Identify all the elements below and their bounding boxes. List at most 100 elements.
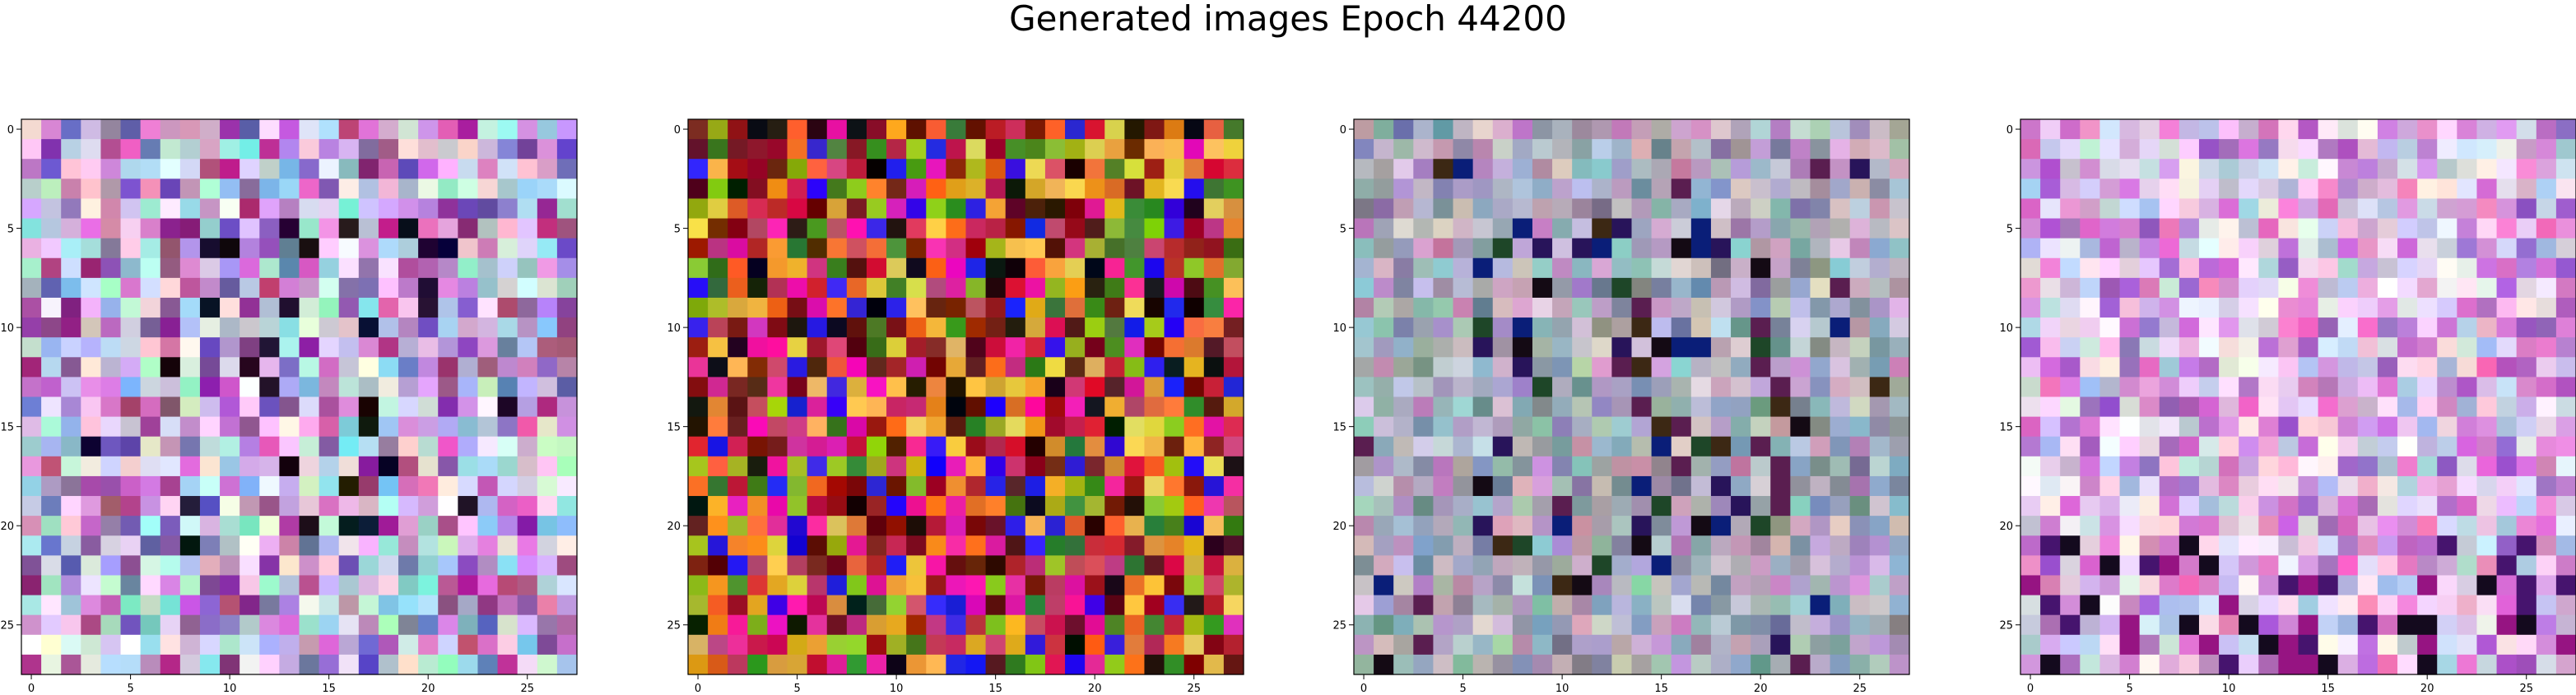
pixel-cell bbox=[1124, 614, 1146, 636]
pixel-cell bbox=[807, 178, 828, 200]
pixel-cell bbox=[1710, 119, 1732, 140]
pixel-cell bbox=[259, 416, 280, 438]
pixel-cell bbox=[1572, 456, 1593, 477]
pixel-cell bbox=[41, 257, 62, 279]
pixel-cell bbox=[2178, 178, 2200, 200]
pixel-cell bbox=[1751, 416, 1771, 438]
pixel-cell bbox=[140, 159, 161, 179]
pixel-cell bbox=[1144, 119, 1165, 140]
pixel-cell bbox=[358, 139, 379, 160]
pixel-cell bbox=[2337, 634, 2359, 656]
pixel-cell bbox=[160, 277, 181, 299]
pixel-cell bbox=[378, 317, 399, 338]
pixel-cell bbox=[946, 634, 967, 656]
pixel-cell bbox=[1124, 337, 1146, 358]
pixel-cell bbox=[160, 357, 181, 378]
pixel-cell bbox=[1611, 238, 1633, 259]
pixel-cell bbox=[1044, 238, 1066, 259]
pixel-cell bbox=[1572, 535, 1593, 556]
pixel-cell bbox=[1393, 218, 1414, 239]
pixel-cell bbox=[906, 337, 927, 358]
pixel-cell bbox=[438, 238, 458, 259]
pixel-cell bbox=[2099, 555, 2121, 577]
pixel-cell bbox=[458, 634, 479, 656]
pixel-cell bbox=[946, 218, 967, 239]
pixel-cell bbox=[21, 238, 42, 259]
pixel-cell bbox=[2555, 317, 2576, 338]
pixel-cell bbox=[299, 277, 320, 299]
pixel-cell bbox=[866, 297, 887, 318]
pixel-cell bbox=[556, 575, 578, 596]
pixel-cell bbox=[179, 257, 201, 279]
pixel-cell bbox=[1472, 159, 1494, 179]
pixel-cell bbox=[1849, 218, 1871, 239]
pixel-cell bbox=[1413, 297, 1434, 318]
pixel-cell bbox=[2298, 614, 2319, 636]
pixel-cell bbox=[338, 218, 360, 239]
y-tick-label: 0 bbox=[2006, 124, 2013, 137]
pixel-cell bbox=[199, 456, 221, 477]
pixel-cell bbox=[1453, 535, 1474, 556]
pixel-cell bbox=[826, 436, 848, 457]
pixel-cell bbox=[239, 377, 260, 398]
pixel-cell bbox=[985, 317, 1007, 338]
pixel-cell bbox=[985, 257, 1007, 279]
pixel-cell bbox=[61, 416, 81, 438]
pixel-cell bbox=[2080, 456, 2101, 477]
pixel-cell bbox=[2278, 535, 2299, 556]
pixel-cell bbox=[846, 377, 867, 398]
pixel-cell bbox=[2536, 198, 2557, 220]
x-tick-label: 15 bbox=[322, 683, 336, 695]
pixel-cell bbox=[160, 535, 181, 556]
pixel-cell bbox=[100, 257, 122, 279]
pixel-cell bbox=[1552, 456, 1573, 477]
pixel-cell bbox=[2298, 396, 2319, 418]
pixel-cell bbox=[556, 456, 578, 477]
x-tick-label: 15 bbox=[988, 683, 1002, 695]
pixel-cell bbox=[1830, 475, 1851, 497]
pixel-cell bbox=[1651, 377, 1672, 398]
pixel-cell bbox=[1889, 496, 1910, 517]
pixel-cell bbox=[2337, 337, 2359, 358]
pixel-cell bbox=[1731, 139, 1751, 160]
pixel-cell bbox=[1374, 337, 1394, 358]
pixel-cell bbox=[846, 416, 867, 438]
y-tick-label: 5 bbox=[674, 224, 681, 236]
pixel-cell bbox=[1532, 139, 1553, 160]
pixel-cell bbox=[2198, 496, 2220, 517]
pixel-cell bbox=[537, 159, 558, 179]
pixel-cell bbox=[179, 277, 201, 299]
pixel-cell bbox=[1025, 416, 1046, 438]
pixel-cell bbox=[378, 456, 399, 477]
pixel-cell bbox=[2377, 297, 2398, 318]
pixel-cell bbox=[2496, 357, 2518, 378]
pixel-cell bbox=[1104, 396, 1125, 418]
pixel-cell bbox=[826, 555, 848, 577]
pixel-cell bbox=[1085, 119, 1105, 140]
pixel-cell bbox=[926, 198, 946, 220]
pixel-cell bbox=[807, 555, 828, 577]
pixel-cell bbox=[1751, 516, 1771, 536]
pixel-cell bbox=[1492, 159, 1514, 179]
pixel-cell bbox=[1124, 456, 1146, 477]
pixel-cell bbox=[2417, 416, 2438, 438]
pixel-cell bbox=[517, 516, 538, 536]
pixel-cell bbox=[2119, 575, 2141, 596]
pixel-cell bbox=[319, 119, 340, 140]
pixel-cell bbox=[259, 396, 280, 418]
pixel-cell bbox=[787, 575, 808, 596]
pixel-cell bbox=[418, 257, 439, 279]
pixel-cell bbox=[1690, 317, 1712, 338]
pixel-cell bbox=[1869, 159, 1890, 179]
pixel-cell bbox=[319, 139, 340, 160]
pixel-cell bbox=[708, 178, 728, 200]
pixel-cell bbox=[2437, 218, 2457, 239]
pixel-cell bbox=[1572, 119, 1593, 140]
pixel-cell bbox=[100, 317, 122, 338]
pixel-cell bbox=[1869, 475, 1890, 497]
pixel-cell bbox=[378, 475, 399, 497]
pixel-cell bbox=[259, 238, 280, 259]
pixel-cell bbox=[1085, 555, 1105, 577]
pixel-cell bbox=[2457, 535, 2478, 556]
pixel-cell bbox=[728, 614, 748, 636]
